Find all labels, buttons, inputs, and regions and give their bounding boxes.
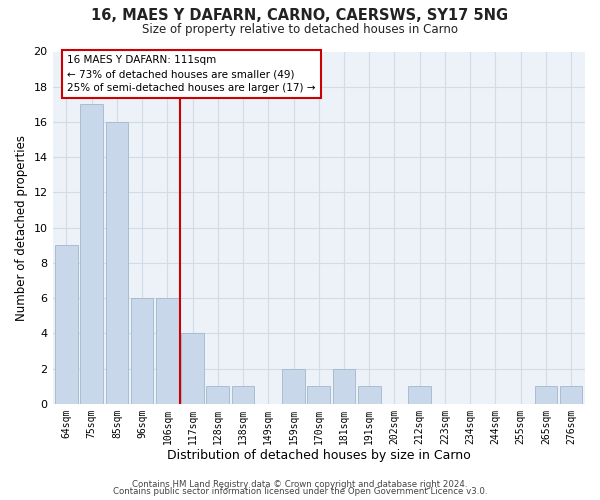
- Text: Size of property relative to detached houses in Carno: Size of property relative to detached ho…: [142, 22, 458, 36]
- Bar: [307, 386, 330, 404]
- Bar: [232, 386, 254, 404]
- Bar: [332, 368, 355, 404]
- Text: 16, MAES Y DAFARN, CARNO, CAERSWS, SY17 5NG: 16, MAES Y DAFARN, CARNO, CAERSWS, SY17 …: [91, 8, 509, 22]
- Bar: [560, 386, 583, 404]
- Text: 16 MAES Y DAFARN: 111sqm
← 73% of detached houses are smaller (49)
25% of semi-d: 16 MAES Y DAFARN: 111sqm ← 73% of detach…: [67, 55, 316, 93]
- Y-axis label: Number of detached properties: Number of detached properties: [15, 134, 28, 320]
- Text: Contains public sector information licensed under the Open Government Licence v3: Contains public sector information licen…: [113, 488, 487, 496]
- Text: Contains HM Land Registry data © Crown copyright and database right 2024.: Contains HM Land Registry data © Crown c…: [132, 480, 468, 489]
- Bar: [409, 386, 431, 404]
- Bar: [131, 298, 154, 404]
- Bar: [55, 246, 78, 404]
- Bar: [181, 334, 204, 404]
- Bar: [535, 386, 557, 404]
- Bar: [358, 386, 380, 404]
- Bar: [106, 122, 128, 404]
- X-axis label: Distribution of detached houses by size in Carno: Distribution of detached houses by size …: [167, 450, 470, 462]
- Bar: [206, 386, 229, 404]
- Bar: [282, 368, 305, 404]
- Bar: [80, 104, 103, 404]
- Bar: [156, 298, 179, 404]
